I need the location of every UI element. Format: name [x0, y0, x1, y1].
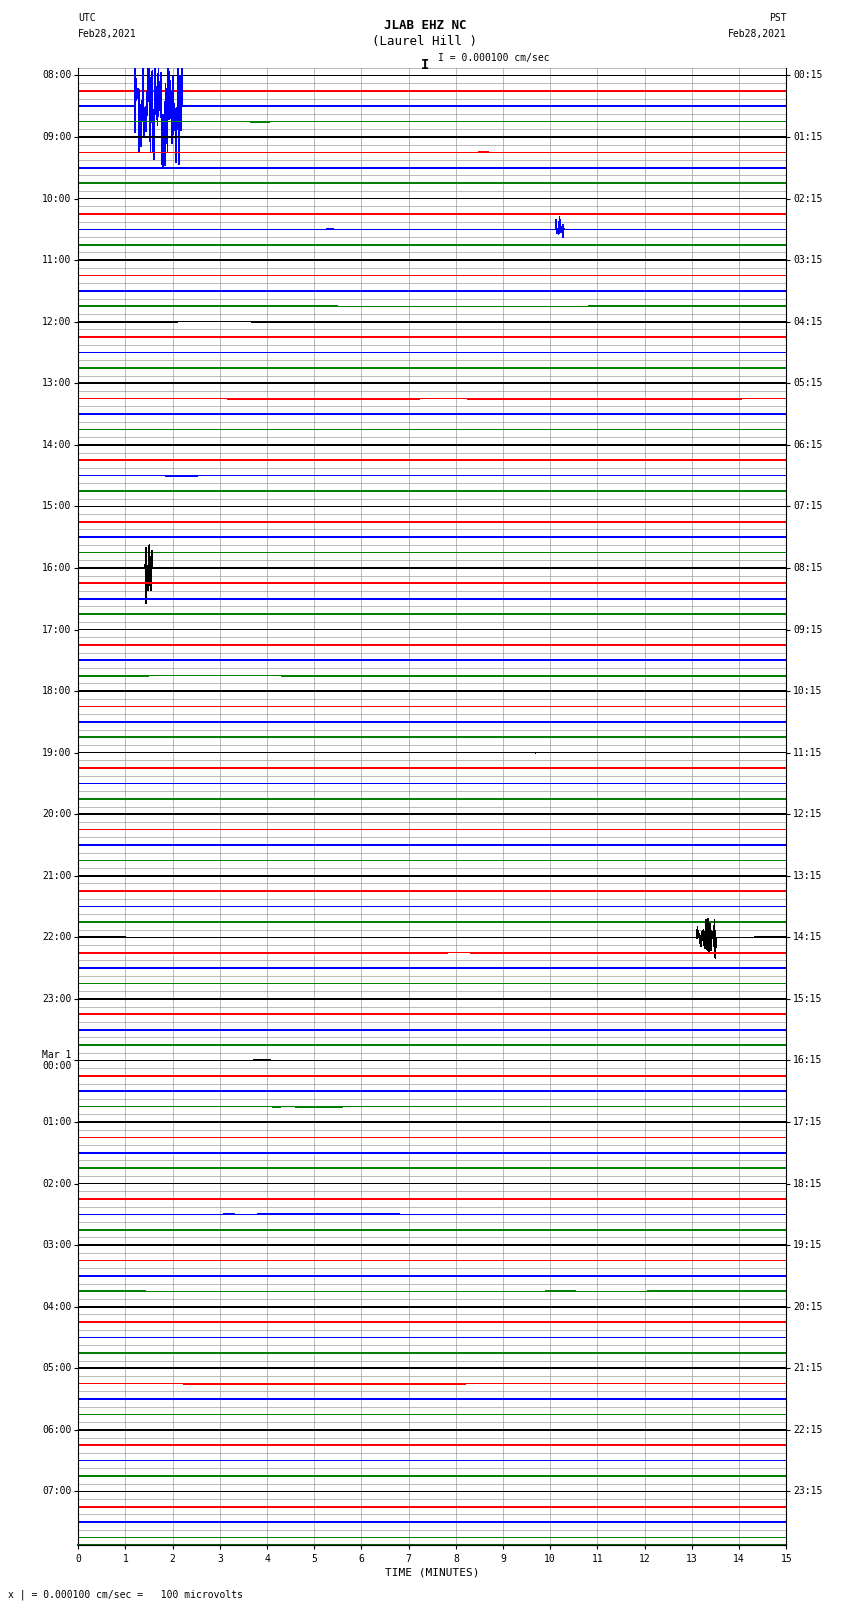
- X-axis label: TIME (MINUTES): TIME (MINUTES): [385, 1568, 479, 1578]
- Text: UTC: UTC: [78, 13, 96, 23]
- Text: Feb28,2021: Feb28,2021: [728, 29, 786, 39]
- Text: JLAB EHZ NC: JLAB EHZ NC: [383, 19, 467, 32]
- Text: PST: PST: [768, 13, 786, 23]
- Text: I: I: [421, 58, 429, 73]
- Text: x | = 0.000100 cm/sec =   100 microvolts: x | = 0.000100 cm/sec = 100 microvolts: [8, 1589, 243, 1600]
- Text: Feb28,2021: Feb28,2021: [78, 29, 137, 39]
- Text: I = 0.000100 cm/sec: I = 0.000100 cm/sec: [438, 53, 549, 63]
- Text: (Laurel Hill ): (Laurel Hill ): [372, 35, 478, 48]
